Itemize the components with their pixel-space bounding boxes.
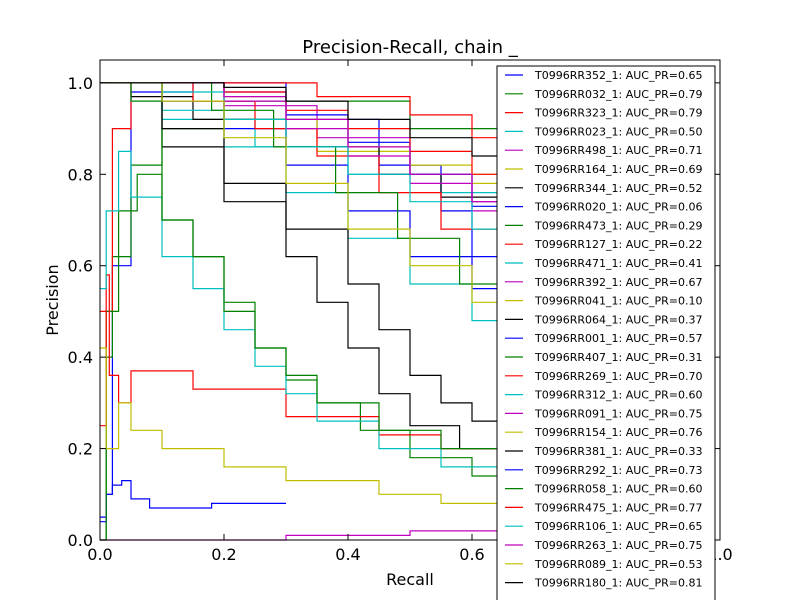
x-tick-label: 0.0 <box>87 545 112 564</box>
y-tick-label: 0.4 <box>68 348 93 367</box>
legend-label: T0996RR352_1: AUC_PR=0.65 <box>534 69 702 82</box>
legend-label: T0996RR473_1: AUC_PR=0.29 <box>534 219 702 232</box>
legend-label: T0996RR475_1: AUC_PR=0.77 <box>534 501 702 514</box>
legend-label: T0996RR058_1: AUC_PR=0.60 <box>534 483 702 496</box>
legend-label: T0996RR127_1: AUC_PR=0.22 <box>534 238 702 251</box>
plot-frame <box>99 59 721 541</box>
series-line-28 <box>100 82 510 175</box>
x-tick-label: 0.4 <box>335 545 360 564</box>
x-tick-label: 0.2 <box>211 545 236 564</box>
legend-label: T0996RR091_1: AUC_PR=0.75 <box>534 407 702 420</box>
series-line-3 <box>100 82 510 312</box>
legend-label: T0996RR154_1: AUC_PR=0.76 <box>534 426 702 439</box>
legend-label: T0996RR180_1: AUC_PR=0.81 <box>534 577 702 590</box>
legend-label: T0996RR392_1: AUC_PR=0.67 <box>534 276 702 289</box>
series-line-8 <box>100 480 286 523</box>
legend-items: T0996RR352_1: AUC_PR=0.65 T0996RR032_1: A… <box>505 69 702 590</box>
legend-label: T0996RR344_1: AUC_PR=0.52 <box>534 182 702 195</box>
legend: T0996RR352_1: AUC_PR=0.65 T0996RR032_1: A… <box>496 65 716 600</box>
legend-label: T0996RR471_1: AUC_PR=0.41 <box>534 257 702 270</box>
legend-label: T0996RR312_1: AUC_PR=0.60 <box>534 389 702 402</box>
legend-label: T0996RR263_1: AUC_PR=0.75 <box>534 539 702 552</box>
legend-label: T0996RR407_1: AUC_PR=0.31 <box>534 351 702 364</box>
legend-label: T0996RR089_1: AUC_PR=0.53 <box>534 558 702 571</box>
legend-label: T0996RR292_1: AUC_PR=0.73 <box>534 464 702 477</box>
legend-label: T0996RR164_1: AUC_PR=0.69 <box>534 163 702 176</box>
series-line-23 <box>100 82 510 321</box>
y-axis-label: Precision <box>43 264 62 335</box>
legend-label: T0996RR020_1: AUC_PR=0.06 <box>534 201 702 214</box>
series-line-27 <box>100 82 510 330</box>
chart-title: Precision-Recall, chain _ <box>302 37 518 58</box>
legend-label: T0996RR064_1: AUC_PR=0.37 <box>534 313 702 326</box>
legend-label: T0996RR498_1: AUC_PR=0.71 <box>534 144 702 157</box>
legend-label: T0996RR041_1: AUC_PR=0.10 <box>534 295 702 308</box>
x-axis-label: Recall <box>386 570 434 589</box>
series-line-13 <box>100 347 510 508</box>
y-tick-label: 0.8 <box>68 165 93 184</box>
y-tick-label: 0.6 <box>68 257 93 276</box>
series-line-11 <box>100 150 510 476</box>
legend-box <box>496 65 716 600</box>
y-tick-label: 1.0 <box>68 74 93 93</box>
y-tick-label: 0.0 <box>68 531 93 550</box>
series-layer <box>100 82 510 541</box>
x-tick-label: 0.6 <box>459 545 484 564</box>
series-line-17 <box>100 82 510 266</box>
legend-label: T0996RR269_1: AUC_PR=0.70 <box>534 370 702 383</box>
legend-label: T0996RR032_1: AUC_PR=0.79 <box>534 88 702 101</box>
legend-label: T0996RR001_1: AUC_PR=0.57 <box>534 332 702 345</box>
y-tick-label: 0.2 <box>68 440 93 459</box>
legend-label: T0996RR106_1: AUC_PR=0.65 <box>534 520 702 533</box>
series-line-16 <box>100 82 510 458</box>
legend-label: T0996RR023_1: AUC_PR=0.50 <box>534 125 702 138</box>
legend-label: T0996RR381_1: AUC_PR=0.33 <box>534 445 702 458</box>
legend-label: T0996RR323_1: AUC_PR=0.79 <box>534 107 702 120</box>
y-axis-ticks: 0.0 0.2 0.4 0.6 0.8 1.0 <box>68 74 720 550</box>
